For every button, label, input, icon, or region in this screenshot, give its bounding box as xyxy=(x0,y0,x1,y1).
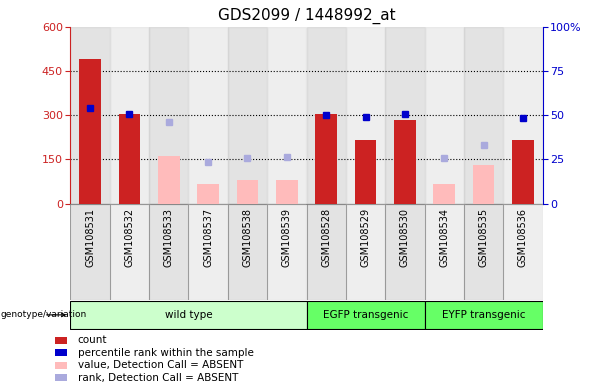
Bar xyxy=(197,184,219,204)
Bar xyxy=(355,140,376,204)
Text: GSM108536: GSM108536 xyxy=(518,208,528,267)
Bar xyxy=(228,204,267,300)
Text: percentile rank within the sample: percentile rank within the sample xyxy=(77,348,253,358)
Bar xyxy=(346,27,385,204)
FancyBboxPatch shape xyxy=(70,301,306,329)
Bar xyxy=(189,204,228,300)
Bar xyxy=(464,27,503,204)
Bar xyxy=(385,204,424,300)
Bar xyxy=(110,27,149,204)
Text: GSM108535: GSM108535 xyxy=(479,208,489,267)
Bar xyxy=(189,27,228,204)
Bar xyxy=(306,204,346,300)
Bar xyxy=(110,204,149,300)
Text: GSM108529: GSM108529 xyxy=(360,208,370,267)
Text: count: count xyxy=(77,335,107,345)
Bar xyxy=(149,27,189,204)
Bar xyxy=(385,27,424,204)
Text: GSM108538: GSM108538 xyxy=(243,208,253,267)
Bar xyxy=(276,180,298,204)
Bar xyxy=(228,27,267,204)
Text: GSM108530: GSM108530 xyxy=(400,208,410,267)
Text: GSM108539: GSM108539 xyxy=(282,208,292,267)
Bar xyxy=(315,114,337,204)
Bar xyxy=(149,204,189,300)
Bar xyxy=(306,27,346,204)
Bar xyxy=(473,165,494,204)
FancyBboxPatch shape xyxy=(424,301,543,329)
Text: EYFP transgenic: EYFP transgenic xyxy=(442,310,525,320)
Bar xyxy=(55,374,67,381)
Bar xyxy=(512,140,534,204)
Text: GSM108537: GSM108537 xyxy=(203,208,213,267)
Text: value, Detection Call = ABSENT: value, Detection Call = ABSENT xyxy=(77,360,243,370)
Text: GSM108528: GSM108528 xyxy=(321,208,331,267)
Text: rank, Detection Call = ABSENT: rank, Detection Call = ABSENT xyxy=(77,373,238,383)
Bar xyxy=(55,362,67,369)
Bar xyxy=(267,27,306,204)
Bar xyxy=(70,204,110,300)
Title: GDS2099 / 1448992_at: GDS2099 / 1448992_at xyxy=(218,8,395,24)
Text: GSM108534: GSM108534 xyxy=(439,208,449,267)
Text: genotype/variation: genotype/variation xyxy=(1,310,87,319)
Text: GSM108533: GSM108533 xyxy=(164,208,174,267)
Bar xyxy=(119,114,140,204)
Bar xyxy=(79,59,101,204)
Text: GSM108532: GSM108532 xyxy=(124,208,134,267)
Text: wild type: wild type xyxy=(165,310,212,320)
FancyBboxPatch shape xyxy=(306,301,424,329)
Bar xyxy=(424,204,464,300)
Bar xyxy=(346,204,385,300)
Bar xyxy=(55,337,67,344)
Bar xyxy=(424,27,464,204)
Bar xyxy=(158,156,180,204)
Bar xyxy=(394,120,416,204)
Text: GSM108531: GSM108531 xyxy=(85,208,95,267)
Bar xyxy=(267,204,306,300)
Bar xyxy=(464,204,503,300)
Bar xyxy=(433,184,455,204)
Bar xyxy=(503,27,543,204)
Bar xyxy=(55,349,67,356)
Bar xyxy=(503,204,543,300)
Text: EGFP transgenic: EGFP transgenic xyxy=(323,310,408,320)
Bar xyxy=(237,180,258,204)
Bar xyxy=(70,27,110,204)
